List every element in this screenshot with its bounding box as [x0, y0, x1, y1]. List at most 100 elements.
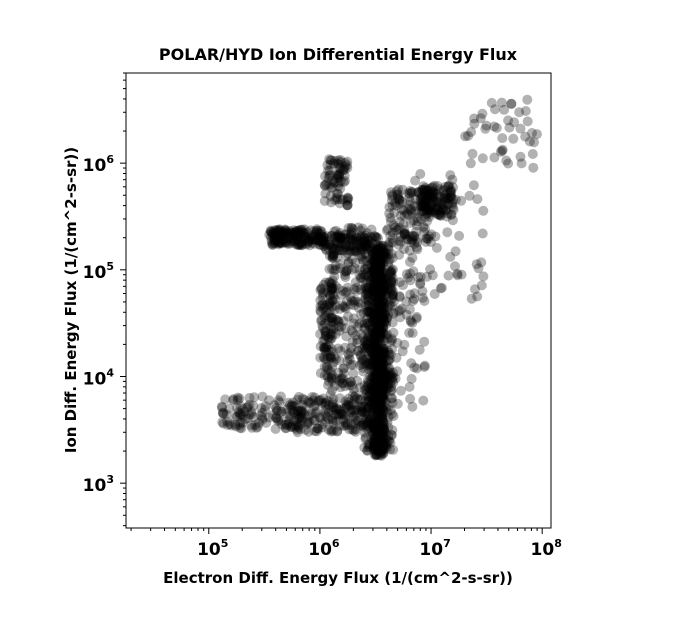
data-point	[372, 266, 383, 277]
data-point	[361, 357, 372, 368]
data-point	[373, 358, 383, 369]
data-point	[360, 359, 371, 370]
data-point	[332, 158, 343, 169]
data-point	[378, 377, 389, 388]
y-axis-label: Ion Diff. Energy Flux (1/(cm^2-s-sr))	[62, 147, 80, 453]
data-point	[418, 201, 429, 212]
data-point	[371, 278, 382, 289]
data-point	[374, 303, 385, 314]
data-point	[375, 446, 386, 457]
data-point	[360, 270, 371, 281]
data-point	[330, 264, 341, 275]
data-point	[372, 300, 383, 311]
data-point	[377, 333, 388, 344]
data-point	[362, 238, 373, 249]
data-point	[409, 200, 420, 211]
data-point	[371, 249, 382, 260]
data-point	[284, 413, 295, 424]
data-point	[325, 350, 336, 361]
data-point	[360, 277, 371, 288]
data-point	[274, 229, 285, 240]
data-point	[375, 269, 386, 280]
data-point	[373, 242, 384, 253]
data-point	[369, 310, 380, 321]
data-point	[305, 233, 316, 244]
data-point	[372, 360, 383, 371]
data-point	[375, 392, 386, 403]
data-point	[395, 312, 406, 323]
data-point	[375, 261, 386, 272]
data-point	[383, 299, 394, 310]
data-point	[373, 299, 384, 310]
data-point	[333, 177, 344, 188]
data-point	[288, 415, 299, 426]
data-point	[412, 237, 423, 248]
data-point	[373, 273, 384, 284]
data-point	[376, 359, 387, 370]
data-point	[378, 405, 389, 416]
data-point	[351, 232, 362, 243]
data-point	[417, 184, 428, 195]
data-point	[329, 158, 339, 169]
data-point	[376, 438, 387, 449]
data-point	[417, 201, 428, 212]
data-point	[373, 296, 384, 307]
data-point	[350, 295, 361, 306]
data-point	[445, 186, 456, 197]
data-point	[371, 449, 382, 460]
data-point	[375, 357, 386, 368]
data-point	[363, 395, 374, 406]
data-point	[448, 194, 458, 205]
data-point	[369, 438, 380, 449]
data-point	[376, 286, 387, 296]
data-point	[359, 442, 370, 453]
data-point	[364, 358, 375, 369]
data-point	[386, 195, 397, 206]
data-point	[368, 437, 379, 448]
data-point	[376, 444, 387, 455]
data-point	[373, 445, 384, 456]
data-point	[385, 266, 396, 277]
data-point	[373, 441, 384, 452]
data-point	[385, 285, 396, 296]
data-point	[355, 241, 366, 252]
data-point	[377, 422, 387, 433]
data-point	[392, 190, 403, 201]
data-point	[244, 392, 255, 403]
data-point	[371, 341, 382, 352]
data-point	[342, 282, 353, 293]
data-point	[357, 317, 368, 328]
data-point	[374, 287, 385, 298]
data-point	[401, 309, 412, 320]
data-point	[527, 149, 538, 159]
data-point	[450, 261, 460, 272]
data-point	[387, 393, 397, 404]
data-point	[284, 234, 295, 245]
data-point	[293, 406, 303, 416]
data-point	[424, 192, 435, 203]
data-point	[411, 226, 421, 237]
data-point	[250, 420, 261, 430]
data-point	[377, 321, 388, 332]
data-point	[327, 243, 338, 254]
data-point	[352, 334, 363, 345]
data-point	[419, 336, 430, 347]
data-point	[377, 364, 388, 375]
data-point	[340, 272, 351, 283]
x-tick-label: 108	[531, 537, 562, 560]
data-point	[355, 382, 366, 393]
data-point	[394, 194, 405, 205]
data-point	[304, 240, 315, 251]
data-point	[371, 426, 382, 436]
data-point	[372, 404, 383, 415]
data-point	[370, 423, 381, 434]
data-point	[480, 123, 491, 134]
data-point	[324, 264, 335, 274]
data-point	[329, 409, 340, 420]
data-point	[264, 229, 275, 240]
data-point	[378, 430, 389, 441]
data-point	[381, 247, 391, 258]
data-point	[356, 394, 366, 405]
data-point	[374, 362, 385, 373]
data-point	[478, 271, 489, 282]
